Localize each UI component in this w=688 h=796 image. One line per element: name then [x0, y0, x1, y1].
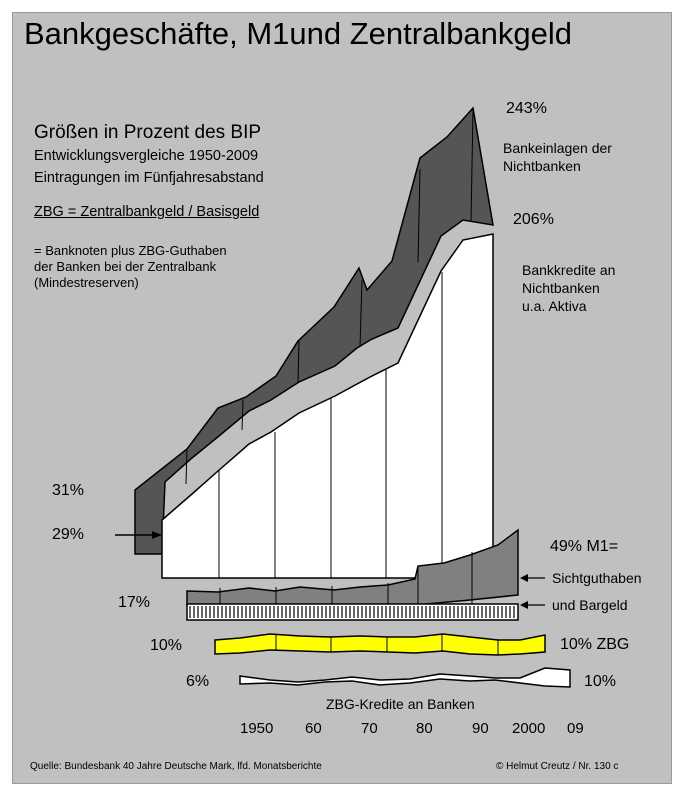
deposits-name-1: Bankeinlagen der [503, 140, 612, 156]
deposits-end-label: 243% [506, 100, 547, 117]
year-label: 90 [472, 720, 489, 737]
definition-line3: (Mindestreserven) [34, 275, 139, 290]
credits-start-label: 29% [52, 526, 85, 543]
deposits-band [134, 106, 494, 555]
definition-line2: der Banken bei der Zentralbank [34, 259, 217, 274]
year-label: 2000 [512, 720, 546, 737]
zbg-year-lines [275, 634, 499, 655]
credits-band [161, 233, 494, 579]
subtitle-line3: Eintragungen im Fünfjahresabstand [34, 170, 264, 186]
credits-name-3: u.a. Aktiva [522, 298, 587, 314]
chart-title: Bankgeschäfte, M1und Zentralbankgeld [24, 16, 573, 51]
credits-start-arrowhead [152, 531, 162, 539]
definition-heading: ZBG = Zentralbankgeld / Basisgeld [34, 204, 260, 220]
credits-name-1: Bankkredite an [522, 262, 616, 278]
deposits-name-2: Nichtbanken [503, 158, 581, 174]
m1-start-label: 17% [118, 594, 151, 611]
zbg-credits-band [239, 667, 571, 688]
footer-credit: © Helmut Creutz / Nr. 130 c [496, 761, 619, 772]
year-label: 80 [416, 720, 433, 737]
zbgk-start-label: 6% [186, 673, 210, 690]
credits-year-lines [218, 272, 443, 578]
m1-end-label: 49% M1= [550, 538, 619, 555]
year-label: 60 [305, 720, 322, 737]
zbg-start-label: 10% [150, 637, 183, 654]
m1-cash-band [186, 603, 519, 621]
credits-end-label: 206% [513, 211, 554, 228]
zbg-band [214, 633, 546, 656]
year-label: 1950 [240, 720, 274, 737]
m1-arrow-cash [520, 601, 528, 609]
subtitle-line1: Größen in Prozent des BIP [34, 122, 262, 143]
definition-line1: = Banknoten plus ZBG-Guthaben [34, 243, 227, 258]
year-label: 09 [567, 720, 584, 737]
zbg-end-label: 10% ZBG [560, 636, 630, 653]
zbgk-end-label: 10% [584, 673, 617, 690]
m1-arrow-sight [520, 574, 528, 582]
m1-part-sight: Sichtguthaben [552, 570, 642, 586]
deposits-start-label: 31% [52, 482, 85, 499]
subtitle-line2: Entwicklungsvergleiche 1950-2009 [34, 148, 259, 164]
credits-name-2: Nichtbanken [522, 280, 600, 296]
m1-year-lines [219, 552, 473, 604]
footer-source: Quelle: Bundesbank 40 Jahre Deutsche Mar… [30, 761, 322, 772]
deposits-year-lines [185, 109, 474, 485]
year-label: 70 [361, 720, 378, 737]
m1-part-cash: und Bargeld [552, 597, 628, 613]
zbgk-name-label: ZBG-Kredite an Banken [326, 696, 475, 712]
